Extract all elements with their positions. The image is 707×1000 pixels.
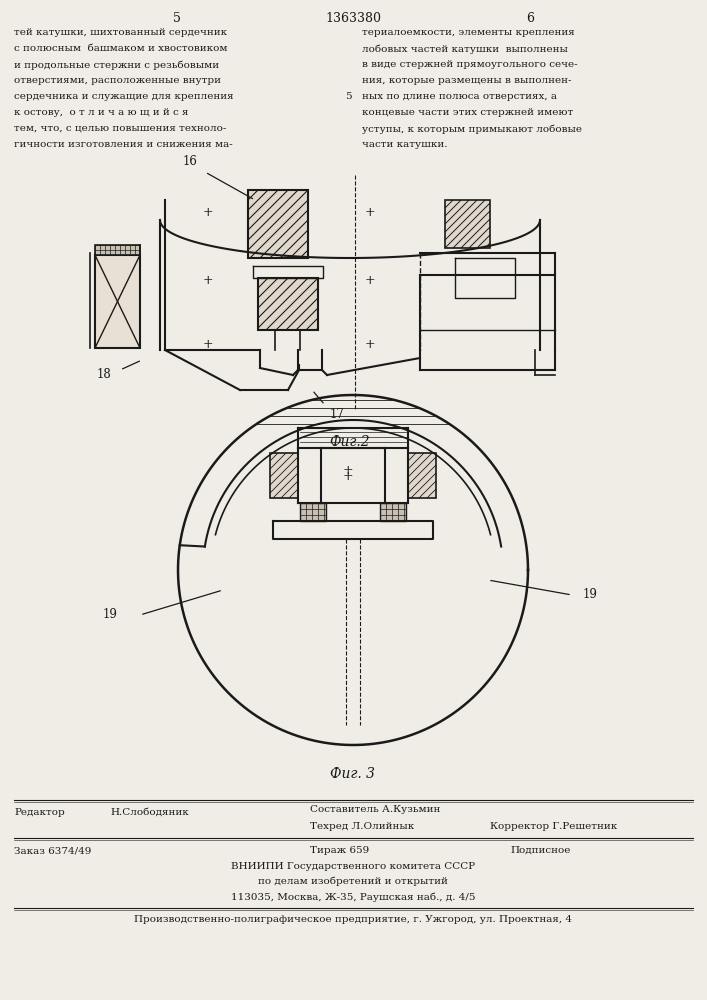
Text: 16: 16	[183, 155, 198, 168]
Text: 6: 6	[526, 12, 534, 25]
Text: сердечника и служащие для крепления: сердечника и служащие для крепления	[14, 92, 233, 101]
Text: 1363380: 1363380	[325, 12, 381, 25]
Text: +: +	[203, 206, 214, 219]
Text: ния, которые размещены в выполнен-: ния, которые размещены в выполнен-	[362, 76, 571, 85]
Text: Корректор Г.Решетник: Корректор Г.Решетник	[490, 822, 617, 831]
Text: 113035, Москва, Ж-35, Раушская наб., д. 4/5: 113035, Москва, Ж-35, Раушская наб., д. …	[230, 892, 475, 902]
Text: 19: 19	[583, 588, 597, 601]
Text: Фиг. 3: Фиг. 3	[330, 767, 375, 781]
Text: тем, что, с целью повышения техноло-: тем, что, с целью повышения техноло-	[14, 124, 226, 133]
Text: +: +	[343, 464, 354, 477]
Text: 18: 18	[97, 368, 112, 381]
Text: Подписное: Подписное	[510, 846, 571, 855]
Bar	[258, 278, 318, 330]
Text: 5: 5	[345, 92, 351, 101]
Text: к остову,  о т л и ч а ю щ и й с я: к остову, о т л и ч а ю щ и й с я	[14, 108, 189, 117]
Text: гичности изготовления и снижения ма-: гичности изготовления и снижения ма-	[14, 140, 233, 149]
Text: в виде стержней прямоугольного сече-: в виде стержней прямоугольного сече-	[362, 60, 578, 69]
Text: +: +	[203, 338, 214, 352]
Text: Н.Слободяник: Н.Слободяник	[110, 808, 189, 817]
Text: Производственно-полиграфическое предприятие, г. Ужгород, ул. Проектная, 4: Производственно-полиграфическое предприя…	[134, 915, 572, 924]
Text: +: +	[365, 338, 375, 352]
Bar	[300, 503, 326, 521]
Bar	[270, 453, 298, 498]
Text: уступы, к которым примыкают лобовые: уступы, к которым примыкают лобовые	[362, 124, 582, 133]
Text: с полюсным  башмаком и хвостовиком: с полюсным башмаком и хвостовиком	[14, 44, 228, 53]
Text: Заказ 6374/49: Заказ 6374/49	[14, 846, 91, 855]
Text: части катушки.: части катушки.	[362, 140, 448, 149]
Text: Техред Л.Олийнык: Техред Л.Олийнык	[310, 822, 414, 831]
Bar	[95, 255, 140, 348]
Text: +: +	[343, 470, 354, 483]
Text: ных по длине полюса отверстиях, а: ных по длине полюса отверстиях, а	[362, 92, 557, 101]
Text: отверстиями, расположенные внутри: отверстиями, расположенные внутри	[14, 76, 221, 85]
Text: лобовых частей катушки  выполнены: лобовых частей катушки выполнены	[362, 44, 568, 53]
Bar	[445, 200, 490, 248]
Text: 19: 19	[103, 608, 117, 621]
Text: ВНИИПИ Государственного комитета СССР: ВНИИПИ Государственного комитета СССР	[231, 862, 475, 871]
Text: Фиг.2: Фиг.2	[329, 435, 370, 449]
Text: +: +	[365, 206, 375, 219]
Text: и продольные стержни с резьбовыми: и продольные стержни с резьбовыми	[14, 60, 219, 70]
Text: по делам изобретений и открытий: по делам изобретений и открытий	[258, 877, 448, 886]
Text: Тираж 659: Тираж 659	[310, 846, 369, 855]
Text: 17: 17	[330, 408, 345, 421]
Text: +: +	[365, 273, 375, 286]
Text: +: +	[203, 273, 214, 286]
Bar	[380, 503, 406, 521]
Bar	[408, 453, 436, 498]
Text: 5: 5	[173, 12, 181, 25]
Bar	[248, 190, 308, 258]
Text: Редактор: Редактор	[14, 808, 65, 817]
Text: тей катушки, шихтованный сердечник: тей катушки, шихтованный сердечник	[14, 28, 227, 37]
Text: концевые части этих стержней имеют: концевые части этих стержней имеют	[362, 108, 573, 117]
Bar	[95, 245, 140, 255]
Text: териалоемкости, элементы крепления: териалоемкости, элементы крепления	[362, 28, 575, 37]
Text: Составитель А.Кузьмин: Составитель А.Кузьмин	[310, 805, 440, 814]
